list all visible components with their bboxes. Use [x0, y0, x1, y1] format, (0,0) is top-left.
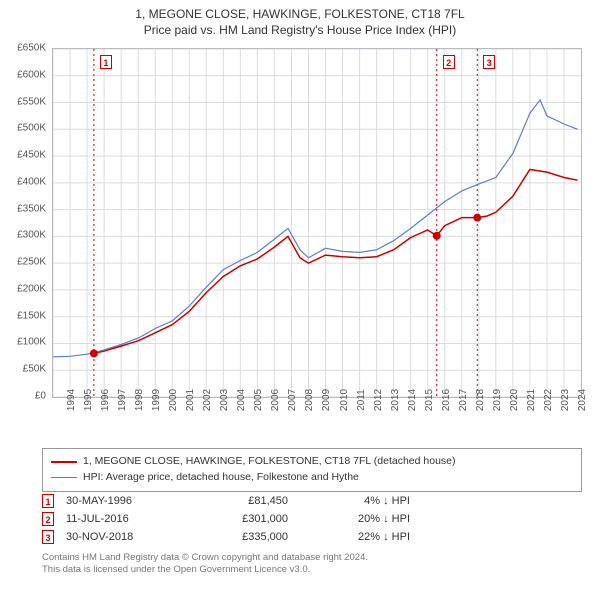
sale-row: 1 30-MAY-1996 £81,450 4% ↓ HPI [42, 492, 582, 510]
sale-row: 2 11-JUL-2016 £301,000 20% ↓ HPI [42, 510, 582, 528]
sale-number-box: 1 [42, 494, 54, 508]
legend-label: 1, MEGONE CLOSE, HAWKINGE, FOLKESTONE, C… [83, 454, 456, 470]
sale-delta: 22% ↓ HPI [300, 531, 410, 543]
y-tick-label: £550K [17, 96, 46, 107]
legend-row: HPI: Average price, detached house, Folk… [51, 470, 573, 486]
y-tick-label: £100K [17, 337, 46, 348]
y-tick-label: £0 [35, 391, 46, 402]
y-axis-ticks: £0£50K£100K£150K£200K£250K£300K£350K£400… [0, 48, 50, 398]
y-tick-label: £50K [23, 364, 46, 375]
legend: 1, MEGONE CLOSE, HAWKINGE, FOLKESTONE, C… [42, 448, 582, 492]
sale-price: £81,450 [198, 495, 288, 507]
legend-swatch [51, 477, 77, 478]
sale-marker-box: 3 [483, 55, 495, 69]
footer-line2: This data is licensed under the Open Gov… [42, 564, 582, 576]
sale-number-box: 2 [42, 512, 54, 526]
y-tick-label: £500K [17, 123, 46, 134]
footer: Contains HM Land Registry data © Crown c… [42, 552, 582, 577]
y-tick-label: £200K [17, 283, 46, 294]
sale-marker-box: 2 [443, 55, 455, 69]
title-block: 1, MEGONE CLOSE, HAWKINGE, FOLKESTONE, C… [0, 0, 600, 38]
sale-marker-box: 1 [100, 55, 112, 69]
y-tick-label: £150K [17, 310, 46, 321]
y-tick-label: £650K [17, 43, 46, 54]
sale-delta: 4% ↓ HPI [300, 495, 410, 507]
y-tick-label: £450K [17, 150, 46, 161]
y-tick-label: £250K [17, 257, 46, 268]
legend-row: 1, MEGONE CLOSE, HAWKINGE, FOLKESTONE, C… [51, 454, 573, 470]
chart-plot-area: 1 2 3 [52, 48, 582, 398]
footer-line1: Contains HM Land Registry data © Crown c… [42, 552, 582, 564]
legend-label: HPI: Average price, detached house, Folk… [83, 470, 359, 486]
sale-date: 11-JUL-2016 [66, 513, 186, 525]
x-axis-ticks: 1994199519961997199819992000200120022003… [52, 398, 582, 444]
sale-date: 30-NOV-2018 [66, 531, 186, 543]
x-tick-label: 2024 [563, 389, 588, 411]
sale-number-box: 3 [42, 530, 54, 544]
sale-row: 3 30-NOV-2018 £335,000 22% ↓ HPI [42, 528, 582, 546]
y-tick-label: £600K [17, 69, 46, 80]
sale-date: 30-MAY-1996 [66, 495, 186, 507]
sale-price: £301,000 [198, 513, 288, 525]
sales-table: 1 30-MAY-1996 £81,450 4% ↓ HPI 2 11-JUL-2016 £… [42, 492, 582, 546]
legend-swatch [51, 461, 77, 463]
title-line1: 1, MEGONE CLOSE, HAWKINGE, FOLKESTONE, C… [0, 6, 600, 22]
sale-price: £335,000 [198, 531, 288, 543]
sale-delta: 20% ↓ HPI [300, 513, 410, 525]
title-line2: Price paid vs. HM Land Registry's House … [0, 22, 600, 38]
y-tick-label: £300K [17, 230, 46, 241]
chart-container: 1, MEGONE CLOSE, HAWKINGE, FOLKESTONE, C… [0, 0, 600, 590]
y-tick-label: £400K [17, 176, 46, 187]
chart-svg [53, 49, 581, 397]
y-tick-label: £350K [17, 203, 46, 214]
